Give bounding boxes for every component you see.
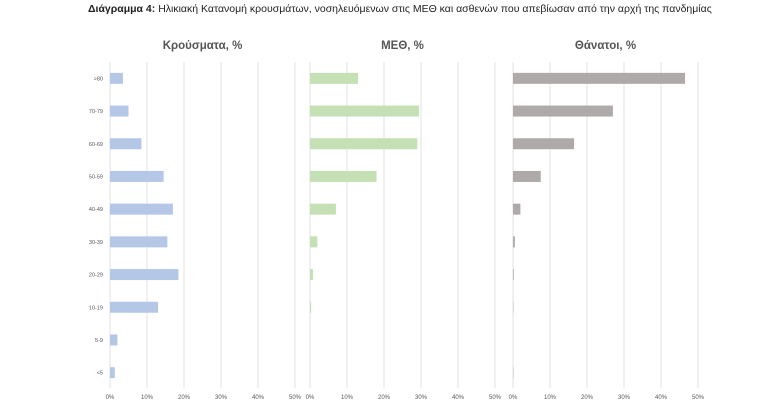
category-label: 70-79 (89, 109, 103, 115)
x-tick-label: 10% (544, 395, 557, 401)
category-label: 5-9 (95, 338, 103, 344)
category-label: 10-19 (89, 305, 103, 311)
bar-2-4 (513, 203, 521, 215)
bar-2-2 (513, 138, 575, 150)
panel-title: Κρούσματα, % (163, 40, 243, 52)
bar-2-0 (513, 72, 686, 84)
x-tick-label: 0% (509, 395, 518, 401)
x-tick-label: 10% (341, 395, 354, 401)
category-label: 20-29 (89, 273, 103, 279)
x-tick-label: 30% (215, 395, 228, 401)
panel-title: Θάνατοι, % (575, 40, 636, 52)
bar-2-3 (513, 170, 541, 182)
category-label: 40-49 (89, 207, 103, 213)
bar-2-1 (513, 105, 613, 117)
bar-0-4 (110, 203, 173, 215)
bar-1-1 (310, 105, 420, 117)
bar-1-7 (310, 301, 312, 313)
x-tick-label: 50% (289, 395, 302, 401)
bar-1-2 (310, 138, 418, 150)
category-label: 50-59 (89, 174, 103, 180)
bar-0-9 (110, 367, 115, 379)
x-tick-label: 40% (252, 395, 265, 401)
bar-0-8 (110, 334, 118, 346)
category-label: 60-69 (89, 142, 103, 148)
x-tick-label: 0% (306, 395, 315, 401)
panel-title: ΜΕΘ, % (381, 40, 424, 52)
bar-0-3 (110, 170, 164, 182)
x-tick-label: 0% (106, 395, 115, 401)
bar-1-5 (310, 236, 318, 248)
bar-0-7 (110, 301, 159, 313)
bar-2-6 (513, 269, 514, 281)
x-tick-label: 40% (452, 395, 465, 401)
bar-2-5 (513, 236, 515, 248)
bar-0-5 (110, 236, 168, 248)
category-label: <5 (97, 371, 103, 377)
bar-0-2 (110, 138, 142, 150)
x-tick-label: 50% (692, 395, 705, 401)
x-tick-label: 40% (655, 395, 668, 401)
x-tick-label: 10% (141, 395, 154, 401)
x-tick-label: 20% (581, 395, 594, 401)
bar-0-0 (110, 72, 123, 84)
x-tick-label: 50% (489, 395, 502, 401)
bar-0-6 (110, 269, 179, 281)
bar-1-0 (310, 72, 359, 84)
bar-1-4 (310, 203, 336, 215)
x-tick-label: 30% (415, 395, 428, 401)
x-tick-label: 30% (618, 395, 631, 401)
category-label: >80 (94, 76, 103, 82)
bar-1-3 (310, 170, 377, 182)
x-tick-label: 20% (378, 395, 391, 401)
bar-0-1 (110, 105, 129, 117)
category-label: 30-39 (89, 240, 103, 246)
caption-text: Ηλικιακή Κατανομή κρουσμάτων, νοσηλευόμε… (158, 3, 712, 15)
caption-label: Διάγραμμα 4: (88, 3, 156, 15)
figure-caption: Διάγραμμα 4: Ηλικιακή Κατανομή κρουσμάτω… (88, 3, 712, 15)
bar-1-6 (310, 269, 313, 281)
x-tick-label: 20% (178, 395, 191, 401)
